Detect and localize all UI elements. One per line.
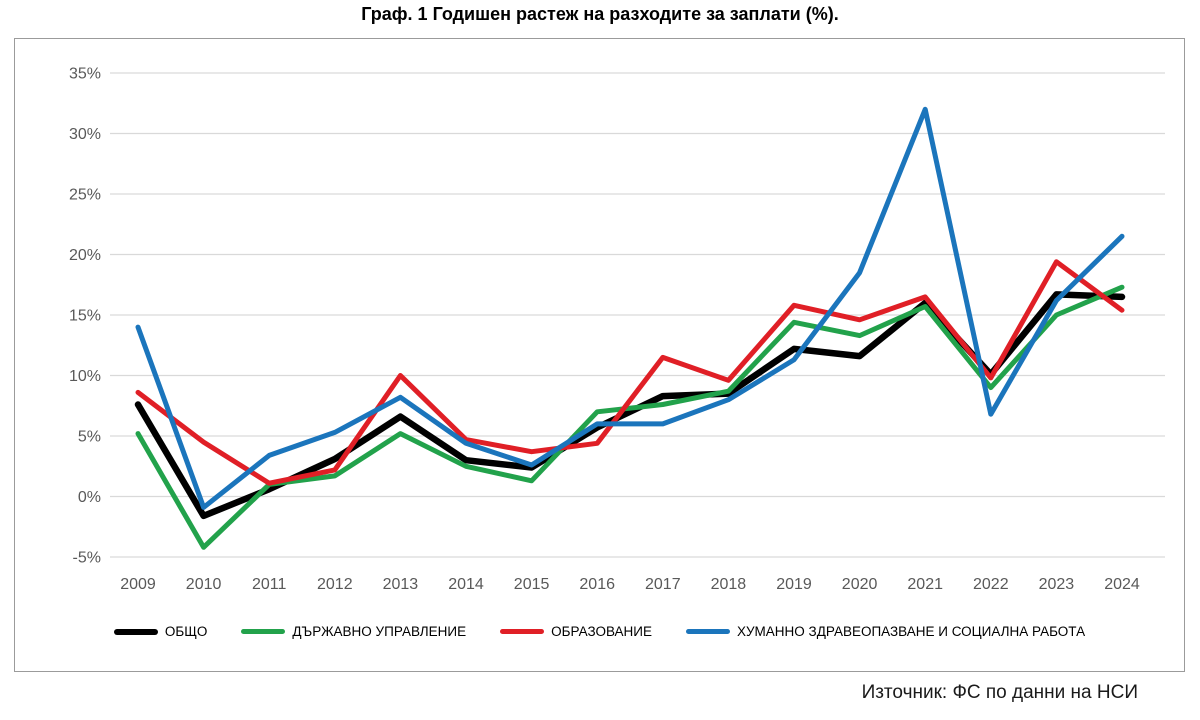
- y-axis-tick-label: 10%: [69, 368, 101, 385]
- x-axis-tick-label: 2012: [317, 576, 353, 593]
- chart-legend: ОБЩО ДЪРЖАВНО УПРАВЛЕНИЕ ОБРАЗОВАНИЕ ХУМАНН…: [15, 624, 1184, 639]
- legend-label: ОБРАЗОВАНИЕ: [551, 624, 652, 639]
- x-axis-tick-label: 2021: [907, 576, 943, 593]
- x-axis-tick-label: 2018: [711, 576, 747, 593]
- x-axis-tick-label: 2014: [448, 576, 484, 593]
- legend-line-swatch: [241, 629, 286, 634]
- legend-label: ХУМАННО ЗДРАВЕОПАЗВАНЕ И СОЦИАЛНА РАБОТА: [736, 624, 1086, 639]
- y-axis-tick-label: 5%: [78, 429, 101, 446]
- legend-label: ДЪРЖАВНО УПРАВЛЕНИЕ: [292, 624, 467, 639]
- legend-item-1: ДЪРЖАВНО УПРАВЛЕНИЕ: [241, 624, 466, 639]
- y-axis-tick-label: 15%: [69, 308, 101, 325]
- legend-item-0: ОБЩО: [113, 624, 208, 639]
- legend-item-2: ОБРАЗОВАНИЕ: [500, 624, 652, 639]
- y-axis-tick-label: 30%: [69, 126, 101, 143]
- x-axis-tick-label: 2024: [1104, 576, 1140, 593]
- legend-label: ОБЩО: [164, 624, 208, 639]
- y-axis-tick-label: -5%: [73, 550, 101, 567]
- legend-item-3: ХУМАННО ЗДРАВЕОПАЗВАНЕ И СОЦИАЛНА РАБОТА: [685, 624, 1086, 639]
- x-axis-tick-label: 2023: [1039, 576, 1075, 593]
- y-axis-tick-label: 35%: [69, 66, 101, 83]
- x-axis-tick-label: 2010: [186, 576, 222, 593]
- series-line-2: [135, 259, 1125, 486]
- x-axis-tick-label: 2015: [514, 576, 550, 593]
- chart-title: Граф. 1 Годишен растеж на разходите за з…: [361, 4, 839, 24]
- source-note: Източник: ФС по данни на НСИ: [861, 682, 1138, 703]
- series-line-1: [135, 284, 1125, 550]
- legend-line-swatch: [685, 629, 730, 634]
- chart-frame: 35% 30% 25% 20% 15% 10% 5% 0% -5% 2009 2010 2011 201…: [14, 38, 1185, 672]
- x-axis-tick-label: 2017: [645, 576, 681, 593]
- chart-canvas: 35% 30% 25% 20% 15% 10% 5% 0% -5% 2009 2010 2011 201…: [69, 66, 1165, 593]
- x-axis-tick-label: 2016: [579, 576, 615, 593]
- x-axis-tick-label: 2013: [383, 576, 419, 593]
- x-axis-tick-label: 2009: [120, 576, 156, 593]
- x-axis-tick-label: 2022: [973, 576, 1009, 593]
- x-axis-tick-label: 2020: [842, 576, 878, 593]
- legend-line-swatch: [113, 628, 158, 635]
- y-axis-tick-label: 0%: [78, 489, 101, 506]
- legend-line-swatch: [500, 629, 545, 634]
- x-axis-tick-label: 2019: [776, 576, 812, 593]
- y-axis-tick-label: 20%: [69, 247, 101, 264]
- y-axis-tick-label: 25%: [69, 187, 101, 204]
- x-axis-tick-label: 2011: [252, 576, 287, 593]
- series-line-3: [135, 106, 1125, 510]
